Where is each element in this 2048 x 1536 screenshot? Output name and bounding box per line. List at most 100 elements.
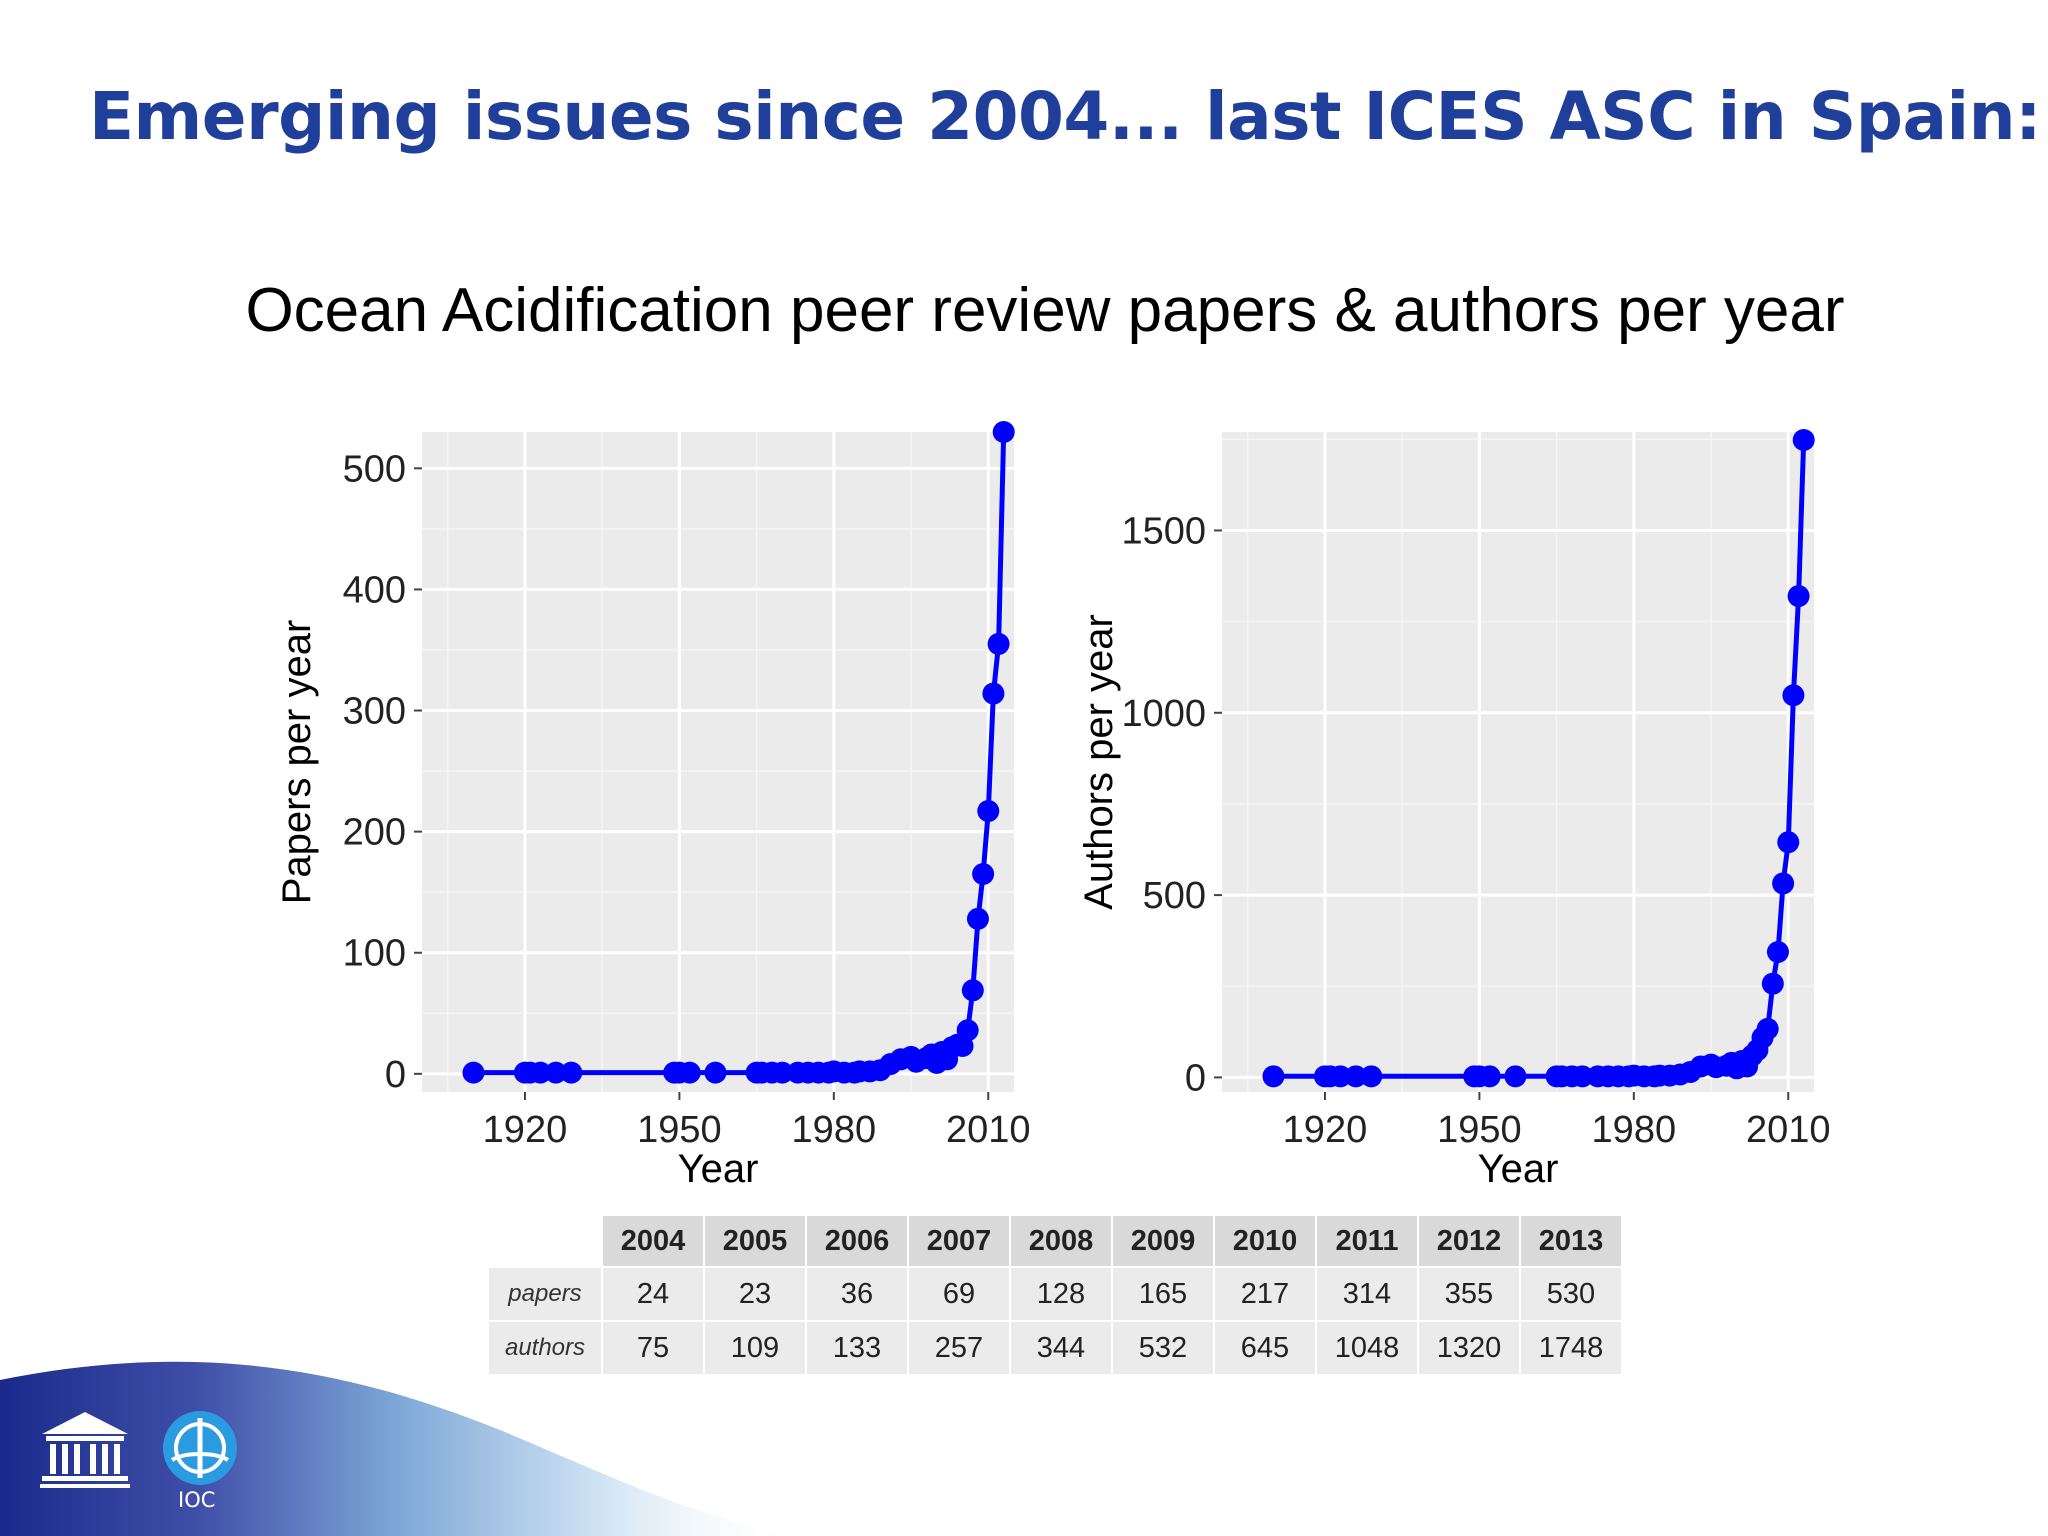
y-tick-label: 0 [1185,1057,1206,1099]
x-tick-label: 1950 [637,1109,722,1151]
table-year-header: 2012 [1417,1214,1521,1268]
summary-table: 2004 2005 2006 2007 2008 2009 2010 2011 2012 2013… [487,1214,1623,1376]
table-cell: 109 [703,1320,807,1376]
authors-per-year-chart: 1920 1950 1980 2010 0 500 1000 1500 Year Authors … [1077,429,1831,1191]
table-cell: 1320 [1417,1320,1521,1376]
data-point [560,1061,583,1084]
table-year-header: 2004 [601,1214,705,1268]
data-point [1262,1065,1285,1088]
y-axis-title: Authors per year [1077,614,1121,910]
plot-panel [1222,432,1814,1092]
data-point [1329,1065,1352,1088]
x-tick-label: 2010 [1746,1109,1831,1151]
x-tick-label: 1980 [1592,1109,1677,1151]
data-point [1571,1065,1594,1088]
table-year-header: 2010 [1213,1214,1317,1268]
table-cell: 36 [805,1266,909,1322]
slide-title: Emerging issues since 2004... last ICES … [88,78,2042,155]
table-year-header: 2009 [1111,1214,1215,1268]
table-cell: 1748 [1519,1320,1623,1376]
data-point [1766,940,1789,963]
x-tick-label: 1950 [1437,1109,1522,1151]
table-cell: 23 [703,1266,807,1322]
table-corner-cell [488,1215,602,1267]
data-point [1777,831,1800,854]
data-point [982,682,1005,705]
data-point [1792,429,1815,452]
y-tick-label: 1000 [1121,693,1206,735]
data-point [961,979,984,1002]
table-cell: 69 [907,1266,1011,1322]
table-header-row: 2004 2005 2006 2007 2008 2009 2010 2011 2012 2013 [488,1214,1623,1268]
data-point [704,1061,727,1084]
table-cell: 24 [601,1266,705,1322]
table-cell: 530 [1519,1266,1623,1322]
table-row-label: papers [487,1266,603,1322]
table-cell: 355 [1417,1266,1521,1322]
table-row: authors 75 109 133 257 344 532 645 1048 1320 1748 [487,1320,1623,1376]
x-tick-label: 1920 [1283,1109,1368,1151]
data-point [1344,1065,1367,1088]
data-point [1360,1065,1383,1088]
table-year-header: 2013 [1519,1214,1623,1268]
table-year-header: 2006 [805,1214,909,1268]
y-tick-label: 400 [343,569,406,611]
table-year-header: 2011 [1315,1214,1419,1268]
data-point [1787,585,1810,608]
table-row-label: authors [487,1320,603,1376]
x-axis-title: Year [678,1147,759,1191]
ioc-label: IOC [178,1488,216,1512]
summary-table-wrap: 2004 2005 2006 2007 2008 2009 2010 2011 2012 2013… [487,1214,1623,1376]
data-point [966,907,989,930]
table-year-header: 2005 [703,1214,807,1268]
data-point [1761,972,1784,995]
x-tick-label: 2010 [946,1109,1031,1151]
y-tick-label: 100 [343,933,406,975]
table-cell: 75 [601,1320,705,1376]
data-point [1756,1017,1779,1040]
data-point [992,421,1015,443]
ioc-emblem-icon [163,1411,237,1485]
table-cell: 165 [1111,1266,1215,1322]
table-year-header: 2007 [907,1214,1011,1268]
data-point [987,632,1010,655]
data-point [1478,1065,1501,1088]
data-point [529,1061,552,1084]
table-cell: 257 [907,1320,1011,1376]
table-cell: 1048 [1315,1320,1419,1376]
data-point [1504,1065,1527,1088]
table-cell: 344 [1009,1320,1113,1376]
y-axis-title: Papers per year [275,620,319,905]
table-cell: 645 [1213,1320,1317,1376]
data-point [977,800,1000,823]
table-cell: 133 [805,1320,909,1376]
data-point [972,863,995,886]
data-point [678,1061,701,1084]
plot-panel [422,432,1014,1092]
y-tick-label: 500 [343,448,406,490]
y-tick-label: 200 [343,812,406,854]
data-point [956,1019,979,1042]
papers-per-year-chart: 1920 1950 1980 2010 0 100 200 300 400 500 Year Pape… [275,421,1031,1191]
table-cell: 128 [1009,1266,1113,1322]
y-tick-label: 0 [385,1054,406,1096]
slide-subtitle: Ocean Acidification peer review papers &… [245,276,1845,345]
data-point [1782,684,1805,707]
x-tick-label: 1980 [792,1109,877,1151]
unesco-temple-icon [40,1412,130,1488]
data-point [1772,872,1795,895]
footer-wave-decoration [0,1361,800,1536]
x-axis-title: Year [1478,1147,1559,1191]
data-point [771,1061,794,1084]
table-row: papers 24 23 36 69 128 165 217 314 355 530 [487,1266,1623,1322]
data-point [462,1061,485,1084]
y-tick-label: 1500 [1121,510,1206,552]
table-cell: 532 [1111,1320,1215,1376]
table-cell: 314 [1315,1266,1419,1322]
data-point [544,1061,567,1084]
table-year-header: 2008 [1009,1214,1113,1268]
x-tick-label: 1920 [483,1109,568,1151]
y-tick-label: 300 [343,691,406,733]
table-cell: 217 [1213,1266,1317,1322]
y-tick-label: 500 [1143,875,1206,917]
